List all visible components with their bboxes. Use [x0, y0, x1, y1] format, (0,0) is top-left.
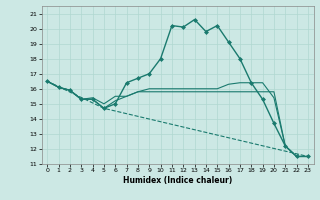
X-axis label: Humidex (Indice chaleur): Humidex (Indice chaleur) [123, 176, 232, 185]
